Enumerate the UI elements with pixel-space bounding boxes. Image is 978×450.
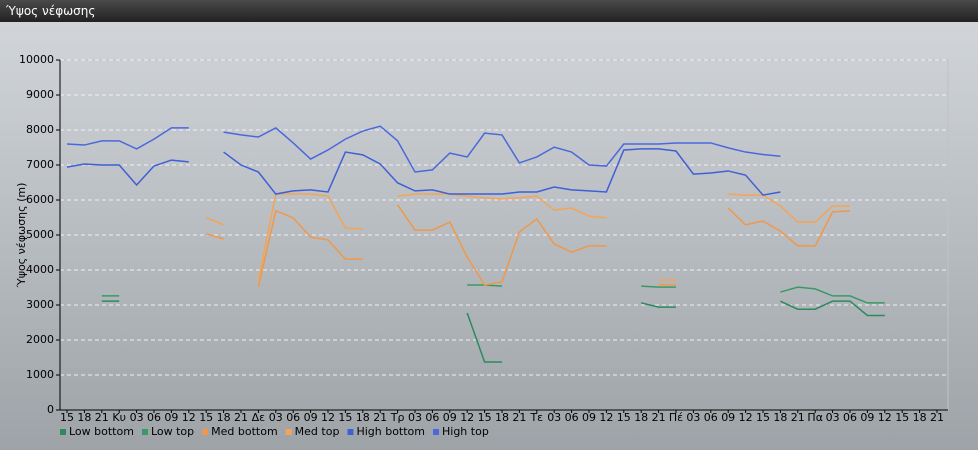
x-tick-label: Τε: [529, 411, 543, 424]
x-tick-label: 15: [338, 411, 352, 424]
series-line: [780, 300, 885, 317]
x-tick-label: 15: [756, 411, 770, 424]
y-tick-label: 4000: [26, 263, 54, 276]
x-tick-label: 21: [652, 411, 666, 424]
y-tick-label: 8000: [26, 123, 54, 136]
series-line: [205, 233, 224, 240]
x-tick-label: 18: [495, 411, 509, 424]
series-line: [641, 302, 676, 308]
x-tick-label: 12: [878, 411, 892, 424]
series-line: [466, 312, 502, 363]
x-tick-label: 09: [721, 411, 735, 424]
legend-swatch: [347, 429, 354, 435]
x-tick-label: 21: [95, 411, 109, 424]
x-tick-label: 09: [860, 411, 874, 424]
legend-swatch: [202, 429, 209, 435]
x-tick-label: 09: [582, 411, 596, 424]
x-tick-label: 09: [304, 411, 318, 424]
x-tick-label: 06: [286, 411, 300, 424]
x-tick-label: 15: [478, 411, 492, 424]
x-tick-label: 18: [913, 411, 927, 424]
series-line: [66, 127, 189, 150]
series-line: [780, 286, 885, 304]
legend-label: Med top: [295, 425, 340, 438]
x-tick-label: 15: [617, 411, 631, 424]
series-line: [397, 193, 607, 219]
legend-label: Low bottom: [69, 425, 134, 438]
legend-label: High top: [442, 425, 489, 438]
y-tick-label: 5000: [26, 228, 54, 241]
legend-swatch: [433, 429, 439, 435]
series-line: [257, 209, 363, 288]
series-line: [66, 159, 189, 187]
y-axis-label: Ύψος νέφωσης (m): [15, 183, 28, 289]
x-tick-label: Δε: [252, 411, 266, 424]
title-bar: Ύψος νέφωσης: [0, 0, 978, 22]
x-tick-label: 12: [321, 411, 335, 424]
x-tick-label: 12: [739, 411, 753, 424]
legend-label: Low top: [151, 425, 194, 438]
y-tick-label: 7000: [26, 158, 54, 171]
y-tick-label: 9000: [26, 88, 54, 101]
y-tick-label: 1000: [26, 368, 54, 381]
x-tick-label: 06: [565, 411, 579, 424]
x-tick-label: 18: [77, 411, 91, 424]
legend-label: High bottom: [356, 425, 425, 438]
y-tick-label: 2000: [26, 333, 54, 346]
series-line: [223, 125, 781, 173]
series-line: [728, 193, 850, 223]
x-tick-label: 09: [443, 411, 457, 424]
x-tick-label: Πέ: [669, 411, 683, 424]
x-tick-label: 21: [791, 411, 805, 424]
series-line: [205, 217, 224, 226]
series-line: [641, 285, 676, 288]
legend-swatch: [285, 429, 292, 435]
x-tick-label: 21: [512, 411, 526, 424]
y-tick-label: 6000: [26, 193, 54, 206]
x-tick-label: 18: [356, 411, 370, 424]
x-tick-label: 15: [60, 411, 74, 424]
x-tick-label: 21: [373, 411, 387, 424]
x-tick-label: 15: [895, 411, 909, 424]
x-tick-label: 03: [269, 411, 283, 424]
x-tick-label: 06: [704, 411, 718, 424]
legend-label: Med bottom: [211, 425, 278, 438]
x-tick-label: 18: [773, 411, 787, 424]
y-tick-label: 10000: [19, 53, 54, 66]
x-tick-label: 21: [930, 411, 944, 424]
x-tick-label: 12: [182, 411, 196, 424]
x-tick-label: 03: [547, 411, 561, 424]
x-tick-label: 18: [217, 411, 231, 424]
series-line: [727, 207, 851, 247]
legend-swatch: [141, 429, 148, 435]
series-line: [223, 148, 781, 196]
x-tick-label: 03: [130, 411, 144, 424]
x-tick-label: 18: [634, 411, 648, 424]
y-tick-label: 3000: [26, 298, 54, 311]
x-tick-label: 06: [147, 411, 161, 424]
x-tick-label: 06: [843, 411, 857, 424]
y-tick-label: 0: [47, 403, 54, 416]
x-tick-label: 03: [826, 411, 840, 424]
legend-swatch: [60, 429, 66, 435]
x-tick-label: 15: [199, 411, 213, 424]
series-line: [396, 204, 607, 286]
x-tick-label: 03: [408, 411, 422, 424]
x-tick-label: 21: [234, 411, 248, 424]
x-tick-label: 09: [164, 411, 178, 424]
x-tick-label: 12: [599, 411, 613, 424]
x-tick-label: 03: [686, 411, 700, 424]
x-tick-label: Πα: [807, 411, 823, 424]
x-tick-label: 06: [425, 411, 439, 424]
x-tick-label: Κυ: [112, 411, 126, 424]
x-tick-label: Τρ: [390, 411, 405, 424]
x-tick-label: 12: [460, 411, 474, 424]
